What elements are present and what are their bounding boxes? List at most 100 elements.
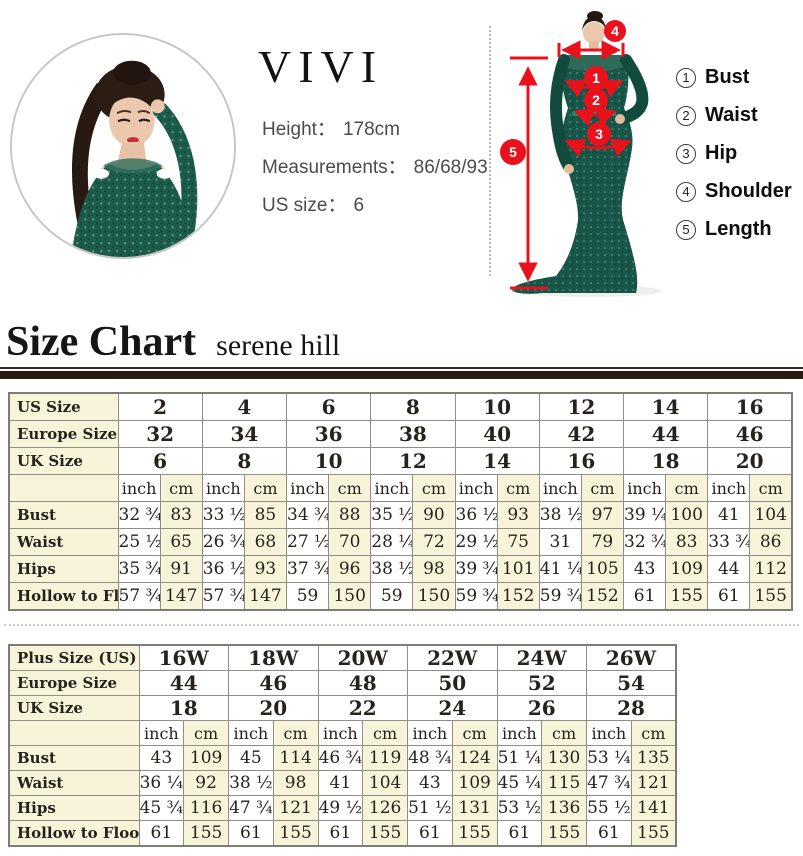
row-europe-size: Europe Size 44 46 48 50 52 54	[8, 670, 677, 696]
heading-rule-thick	[0, 371, 803, 379]
inch-value-cell: 32 ¾	[117, 501, 161, 529]
cm-unit-cell: cm	[451, 720, 498, 746]
cm-value-cell: 104	[362, 770, 408, 796]
inch-value-cell: 51 ¼	[496, 745, 543, 771]
cm-value-cell: 65	[159, 528, 203, 556]
inch-unit-cell: inch	[496, 720, 543, 746]
row-hollow-to-floor: Hollow to Floor 61 155 61 155 61 155 61 155 61 155…	[8, 820, 677, 847]
inch-unit-cell: inch	[707, 474, 751, 502]
size-value-cell: 46	[707, 420, 793, 448]
cm-value-cell: 72	[412, 528, 456, 556]
inch-unit-cell: inch	[622, 474, 667, 502]
cm-unit-cell: cm	[362, 720, 408, 746]
cm-unit-cell: cm	[630, 720, 677, 746]
inch-value-cell: 55 ½	[586, 795, 632, 821]
cm-value-cell: 83	[665, 528, 709, 556]
height-value: 178cm	[342, 119, 400, 140]
inch-value-cell: 28 ¼	[370, 528, 414, 556]
cm-value-cell: 136	[541, 795, 587, 821]
measurements-value: 86/68/93	[413, 157, 488, 178]
size-value-cell: 46	[228, 670, 319, 696]
row-units: inch cm inch cm inch cm inch cm inch cm inch cm	[8, 720, 677, 746]
cm-value-cell: 155	[362, 820, 408, 847]
inch-value-cell: 47 ¾	[586, 770, 632, 796]
cm-value-cell: 114	[272, 745, 319, 771]
size-chart-title: Size Chart	[6, 319, 197, 365]
brand-subtitle: serene hill	[216, 329, 341, 362]
inch-unit-cell: inch	[538, 474, 582, 502]
size-value-cell: 24	[407, 695, 498, 721]
cm-value-cell: 130	[541, 745, 587, 771]
cm-value-cell: 119	[362, 745, 408, 771]
inch-value-cell: 39 ¼	[622, 501, 667, 529]
inch-unit-cell: inch	[586, 720, 632, 746]
size-value-cell: 34	[201, 420, 288, 448]
callout-bust: 1	[584, 66, 608, 90]
size-value-cell: 26	[496, 695, 587, 721]
cm-value-cell: 98	[272, 770, 319, 796]
cm-value-cell: 147	[159, 582, 203, 611]
legend-item-bust: 1 Bust	[676, 66, 792, 89]
row-us-size: US Size 2 4 6 8 10 12 14 16	[8, 392, 793, 421]
size-value-cell: 8	[201, 447, 288, 475]
measurement-legend: 1 Bust 2 Waist 3 Hip 4 Shoulder 5 Length	[676, 66, 792, 241]
cm-value-cell: 90	[412, 501, 456, 529]
size-value-cell: 4	[201, 392, 288, 421]
inch-value-cell: 41 ¼	[538, 555, 582, 583]
size-value-cell: 18W	[228, 644, 319, 671]
row-label-cell: Bust	[8, 745, 140, 771]
legend-item-hip: 3 Hip	[676, 142, 792, 165]
row-label-cell: Waist	[8, 770, 140, 796]
size-value-cell: 10	[285, 447, 372, 475]
cm-value-cell: 141	[630, 795, 677, 821]
cm-value-cell: 83	[159, 501, 203, 529]
size-value-cell: 20	[228, 695, 319, 721]
row-uk-size: UK Size 18 20 22 24 26 28	[8, 695, 677, 721]
height-label: Height：	[262, 119, 336, 140]
inch-value-cell: 61	[138, 820, 185, 847]
svg-text:2: 2	[592, 92, 600, 108]
size-value-cell: 20W	[317, 644, 408, 671]
size-value-cell: 36	[285, 420, 372, 448]
cm-value-cell: 152	[580, 582, 625, 611]
cm-unit-cell: cm	[580, 474, 625, 502]
cm-value-cell: 93	[496, 501, 540, 529]
cm-value-cell: 93	[243, 555, 288, 583]
inch-value-cell: 33 ½	[201, 501, 245, 529]
row-plus-size-us: Plus Size (US) 16W 18W 20W 22W 24W 26W	[8, 644, 677, 671]
inch-value-cell: 57 ¾	[117, 582, 161, 611]
size-value-cell: 22	[317, 695, 408, 721]
inch-value-cell: 29 ½	[454, 528, 498, 556]
standard-size-table: US Size 2 4 6 8 10 12 14 16 Europe Size 32 34 36 38 40…	[8, 392, 793, 611]
cm-value-cell: 121	[630, 770, 677, 796]
svg-text:5: 5	[509, 144, 517, 160]
cm-value-cell: 124	[451, 745, 498, 771]
size-value-cell: 8	[370, 392, 456, 421]
inch-value-cell: 57 ¾	[201, 582, 245, 611]
inch-unit-cell: inch	[138, 720, 185, 746]
legend-label: Length	[705, 218, 772, 240]
row-waist: Waist 36 ¼ 92 38 ½ 98 41 104 43 109 45 ¼ 115 47 ¾ 12…	[8, 770, 677, 796]
callout-length: 5	[500, 139, 526, 165]
size-value-cell: 32	[117, 420, 203, 448]
cm-value-cell: 109	[451, 770, 498, 796]
height-line: Height： 178cm	[262, 114, 488, 140]
waist-arrow	[573, 107, 617, 127]
row-label-cell: US Size	[8, 392, 119, 421]
inch-unit-cell: inch	[117, 474, 161, 502]
inch-value-cell: 59	[285, 582, 330, 611]
cm-value-cell: 70	[328, 528, 372, 556]
svg-text:4: 4	[611, 23, 619, 39]
inch-value-cell: 31	[538, 528, 582, 556]
size-value-cell: 50	[407, 670, 498, 696]
size-value-cell: 42	[538, 420, 625, 448]
cm-value-cell: 155	[541, 820, 587, 847]
size-value-cell: 20	[707, 447, 793, 475]
row-label-cell: UK Size	[8, 447, 119, 475]
cm-value-cell: 155	[665, 582, 709, 611]
row-label-cell: Plus Size (US)	[8, 644, 140, 671]
measurements-line: Measurements： 86/68/93	[262, 152, 488, 178]
